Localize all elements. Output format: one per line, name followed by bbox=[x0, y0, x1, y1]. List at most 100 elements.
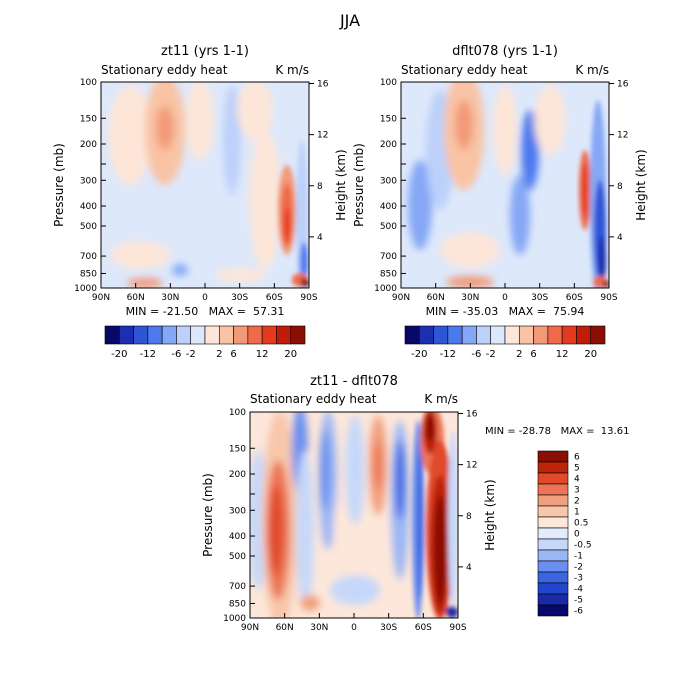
x-tick-label: 30S bbox=[231, 293, 248, 303]
colorbar-swatch bbox=[476, 325, 492, 345]
colorbar-label: -3 bbox=[574, 574, 583, 584]
colorbar-swatch bbox=[547, 325, 563, 345]
contour-field bbox=[250, 412, 458, 618]
colorbar-swatch bbox=[537, 560, 569, 573]
y-tick-label: 300 bbox=[80, 176, 97, 186]
x-tick-label: 60S bbox=[266, 293, 283, 303]
x-tick-label: 90S bbox=[449, 623, 466, 633]
colorbar-swatch bbox=[233, 325, 249, 345]
y-tick-label: 1000 bbox=[374, 284, 397, 294]
x-tick-label: 60S bbox=[415, 623, 432, 633]
colorbar-swatch bbox=[537, 538, 569, 551]
panel-dflt078: dflt078 (yrs 1-1) Stationary eddy heat K… bbox=[352, 44, 648, 360]
colorbar-label: 12 bbox=[556, 349, 569, 360]
contour-field bbox=[401, 82, 609, 288]
x-tick-label: 30N bbox=[161, 293, 179, 303]
colorbar-swatch bbox=[504, 325, 520, 345]
colorbar: -20 -12 -6 -2 2 6 12 20 bbox=[104, 325, 306, 360]
colorbar-label: -20 bbox=[111, 349, 127, 360]
y-tick-label: 500 bbox=[80, 222, 97, 232]
y-right-tick-label: 12 bbox=[617, 131, 628, 141]
y-tick-label: 200 bbox=[380, 140, 397, 150]
colorbar-label: -6 bbox=[574, 607, 583, 617]
colorbar-label: 2 bbox=[216, 349, 222, 360]
colorbar-swatch bbox=[537, 483, 569, 496]
colorbar-label: 20 bbox=[284, 349, 297, 360]
stats-text: MIN = -28.78 MAX = 13.61 bbox=[485, 426, 629, 437]
colorbar-swatch bbox=[218, 325, 234, 345]
y-axis-label-right: Height (km) bbox=[634, 149, 648, 220]
colorbar-swatch bbox=[418, 325, 434, 345]
colorbar-label: -4 bbox=[574, 585, 583, 595]
colorbar-swatch bbox=[537, 494, 569, 507]
y-right-tick-label: 8 bbox=[466, 512, 472, 522]
colorbar: -20 -12 -6 -2 2 6 12 20 bbox=[404, 325, 606, 360]
colorbar-label: -6 bbox=[471, 349, 481, 360]
colorbar-swatch bbox=[276, 325, 292, 345]
colorbar-swatch bbox=[461, 325, 477, 345]
y-axis-label: Pressure (mb) bbox=[352, 143, 366, 227]
y-tick-label: 850 bbox=[229, 599, 246, 609]
x-tick-label: 90S bbox=[300, 293, 317, 303]
axis-ticks: 90N 60N 30N 0 30S 60S 90S 100 150 200 300 400 500 700… bbox=[223, 408, 478, 633]
x-tick-label: 0 bbox=[502, 293, 508, 303]
y-tick-label: 150 bbox=[80, 114, 97, 124]
colorbar-swatch bbox=[537, 461, 569, 474]
colorbar-label: 12 bbox=[256, 349, 269, 360]
y-right-tick-label: 16 bbox=[617, 80, 629, 90]
colorbar-swatch bbox=[190, 325, 206, 345]
y-tick-label: 400 bbox=[80, 202, 97, 212]
x-tick-label: 60S bbox=[566, 293, 583, 303]
colorbar-label: 2 bbox=[574, 497, 580, 507]
y-tick-label: 700 bbox=[80, 252, 97, 262]
colorbar-label: -2 bbox=[186, 349, 196, 360]
x-tick-label: 60N bbox=[127, 293, 145, 303]
colorbar-label: 20 bbox=[584, 349, 597, 360]
colorbar-label: -6 bbox=[171, 349, 181, 360]
colorbar-swatch bbox=[537, 450, 569, 463]
colorbar-swatch bbox=[161, 325, 177, 345]
y-tick-label: 100 bbox=[229, 408, 246, 418]
panel-units: K m/s bbox=[575, 63, 609, 77]
contour-field bbox=[101, 82, 309, 288]
y-tick-label: 400 bbox=[229, 532, 246, 542]
colorbar-swatch bbox=[261, 325, 277, 345]
colorbar-label: 2 bbox=[516, 349, 522, 360]
colorbar-label: 3 bbox=[574, 486, 580, 496]
y-right-tick-label: 4 bbox=[466, 563, 472, 573]
colorbar-label: -12 bbox=[140, 349, 156, 360]
x-tick-label: 60N bbox=[276, 623, 294, 633]
y-tick-label: 1000 bbox=[223, 614, 246, 624]
panel-subtitle: Stationary eddy heat bbox=[250, 392, 377, 406]
colorbar-swatch bbox=[533, 325, 549, 345]
y-tick-label: 1000 bbox=[74, 284, 97, 294]
panel-title: zt11 - dflt078 bbox=[310, 374, 398, 389]
x-tick-label: 90S bbox=[600, 293, 617, 303]
colorbar-label: -1 bbox=[574, 552, 583, 562]
x-tick-label: 0 bbox=[351, 623, 357, 633]
y-right-tick-label: 4 bbox=[617, 233, 623, 243]
y-right-tick-label: 12 bbox=[317, 131, 328, 141]
y-tick-label: 150 bbox=[229, 444, 246, 454]
x-tick-label: 90N bbox=[92, 293, 110, 303]
panel-diff: zt11 - dflt078 Stationary eddy heat K m/… bbox=[201, 374, 629, 633]
y-tick-label: 850 bbox=[80, 269, 97, 279]
colorbar-swatch bbox=[133, 325, 149, 345]
panel-zt11: zt11 (yrs 1-1) Stationary eddy heat K m/… bbox=[52, 44, 348, 360]
y-tick-label: 850 bbox=[380, 269, 397, 279]
colorbar-swatch bbox=[404, 325, 420, 345]
colorbar-swatch bbox=[247, 325, 263, 345]
colorbar-swatch bbox=[537, 582, 569, 595]
y-tick-label: 500 bbox=[380, 222, 397, 232]
x-tick-label: 90N bbox=[392, 293, 410, 303]
y-axis-label: Pressure (mb) bbox=[201, 473, 215, 557]
colorbar-swatch bbox=[290, 325, 306, 345]
axis-ticks: 90N 60N 30N 0 30S 60S 90S 100 150 200 300 400 500 700… bbox=[374, 78, 629, 303]
colorbar-label: 1 bbox=[574, 508, 580, 518]
colorbar-label: -2 bbox=[574, 563, 583, 573]
colorbar-swatch bbox=[537, 593, 569, 606]
colorbar-swatch bbox=[590, 325, 606, 345]
stats-text: MIN = -35.03 MAX = 75.94 bbox=[426, 305, 585, 318]
